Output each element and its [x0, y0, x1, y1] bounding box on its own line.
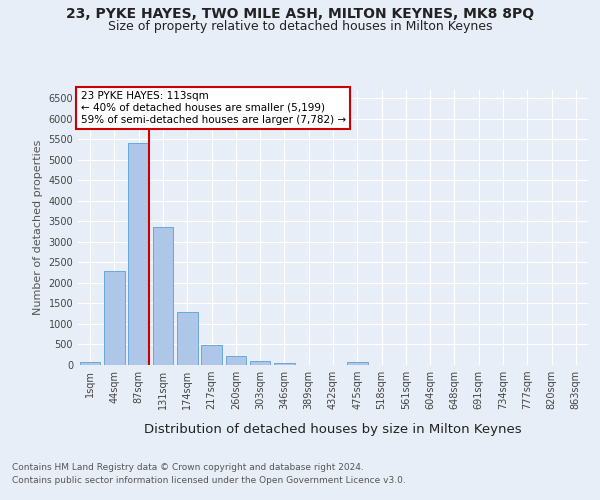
Bar — [250, 361, 271, 365]
Text: Size of property relative to detached houses in Milton Keynes: Size of property relative to detached ho… — [108, 20, 492, 33]
Text: Contains HM Land Registry data © Crown copyright and database right 2024.: Contains HM Land Registry data © Crown c… — [12, 462, 364, 471]
Text: Distribution of detached houses by size in Milton Keynes: Distribution of detached houses by size … — [144, 422, 522, 436]
Bar — [80, 362, 100, 365]
Bar — [128, 142, 149, 365]
Text: Contains public sector information licensed under the Open Government Licence v3: Contains public sector information licen… — [12, 476, 406, 485]
Bar — [201, 346, 222, 365]
Bar — [274, 362, 295, 365]
Bar — [226, 356, 246, 365]
Bar — [104, 272, 125, 365]
Bar — [177, 312, 197, 365]
Text: 23, PYKE HAYES, TWO MILE ASH, MILTON KEYNES, MK8 8PQ: 23, PYKE HAYES, TWO MILE ASH, MILTON KEY… — [66, 8, 534, 22]
Text: 23 PYKE HAYES: 113sqm
← 40% of detached houses are smaller (5,199)
59% of semi-d: 23 PYKE HAYES: 113sqm ← 40% of detached … — [80, 92, 346, 124]
Y-axis label: Number of detached properties: Number of detached properties — [33, 140, 43, 315]
Bar — [152, 227, 173, 365]
Bar — [347, 362, 368, 365]
